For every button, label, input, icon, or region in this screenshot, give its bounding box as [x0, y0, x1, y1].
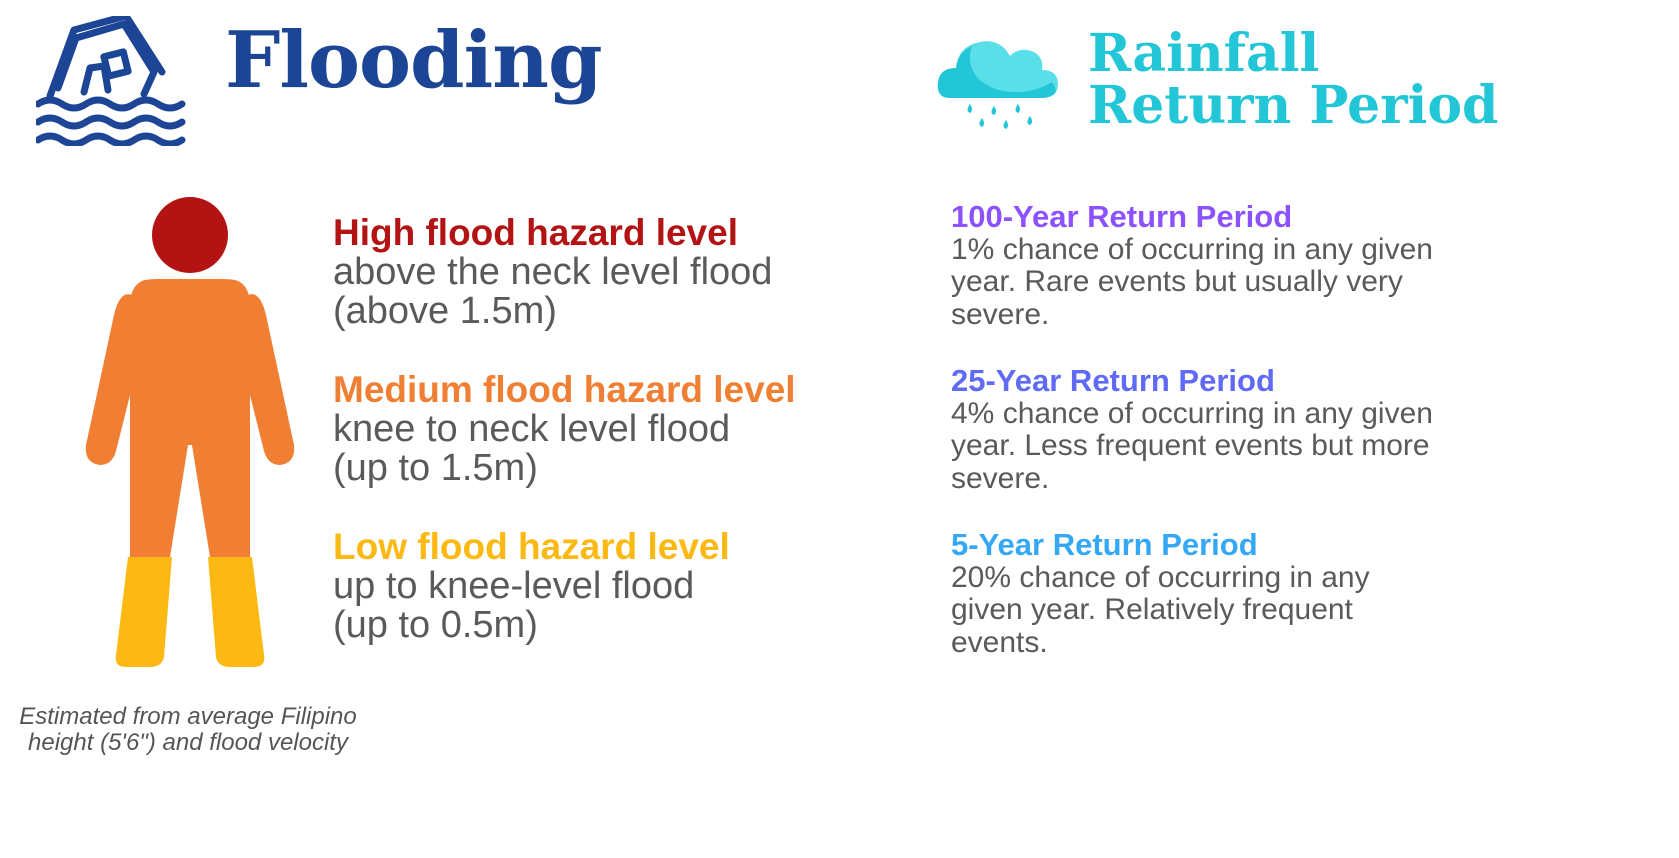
rain-cloud-icon: [936, 32, 1060, 134]
return-period-100: 100-Year Return Period 1% chance of occu…: [951, 199, 1551, 331]
return-period-5: 5-Year Return Period 20% chance of occur…: [951, 527, 1551, 659]
flooding-title: Flooding: [225, 15, 602, 106]
hazard-low: Low flood hazard level up to knee-level …: [333, 526, 893, 647]
return-period-5-title: 5-Year Return Period: [951, 527, 1258, 562]
hazard-medium-title: Medium flood hazard level: [333, 369, 796, 410]
hazard-low-desc: up to knee-level flood (up to 0.5m): [333, 564, 695, 647]
hazard-low-title: Low flood hazard level: [333, 526, 730, 567]
return-period-25: 25-Year Return Period 4% chance of occur…: [951, 363, 1551, 495]
hazard-medium-desc: knee to neck level flood (up to 1.5m): [333, 407, 731, 490]
person-flood-level-figure: [80, 195, 300, 675]
flooded-house-icon: [34, 12, 192, 148]
rainfall-title: Rainfall Return Period: [1088, 28, 1498, 132]
return-period-25-title: 25-Year Return Period: [951, 363, 1275, 398]
return-period-25-desc: 4% chance of occurring in any given year…: [951, 397, 1433, 495]
person-head: [152, 197, 228, 273]
hazard-medium: Medium flood hazard level knee to neck l…: [333, 369, 893, 490]
hazard-high: High flood hazard level above the neck l…: [333, 212, 893, 333]
person-torso: [129, 279, 251, 557]
hazard-high-title: High flood hazard level: [333, 212, 738, 253]
hazard-high-desc: above the neck level flood (above 1.5m): [333, 250, 773, 333]
return-period-100-title: 100-Year Return Period: [951, 199, 1293, 234]
return-period-5-desc: 20% chance of occurring in any given yea…: [951, 561, 1370, 659]
return-period-100-desc: 1% chance of occurring in any given year…: [951, 233, 1433, 331]
person-left-leg: [115, 557, 172, 667]
rainfall-title-line2: Return Period: [1088, 75, 1499, 136]
height-note: Estimated from average Filipino height (…: [19, 703, 357, 756]
person-right-leg: [208, 557, 265, 667]
rainfall-title-line1: Rainfall: [1088, 23, 1320, 84]
